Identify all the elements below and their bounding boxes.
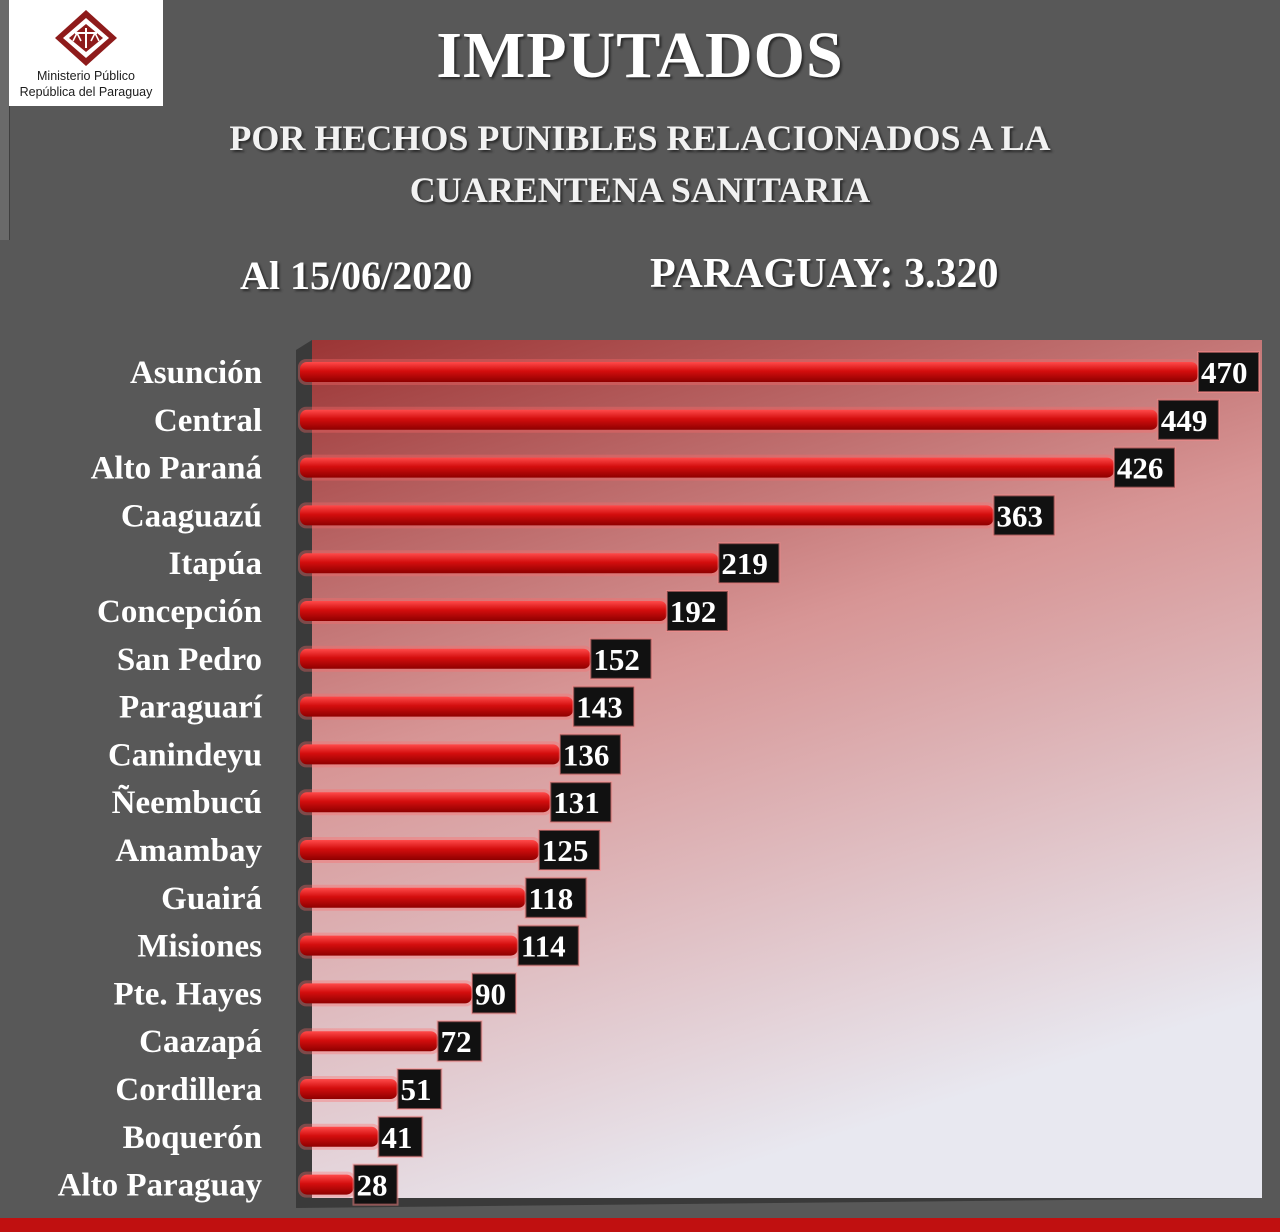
category-label: Canindeyu xyxy=(108,737,262,773)
logo-line-1: Ministerio Público xyxy=(37,69,135,83)
bar xyxy=(300,362,1198,382)
bottom-accent-strip xyxy=(0,1218,1280,1232)
value-label: 118 xyxy=(528,881,573,916)
category-label: Central xyxy=(154,403,262,439)
bar xyxy=(300,1126,379,1147)
scales-emblem-icon xyxy=(55,10,117,66)
value-label: 41 xyxy=(381,1120,412,1155)
category-label: San Pedro xyxy=(117,642,262,678)
value-label: 152 xyxy=(593,642,640,677)
bar-chart: Asunción 470 Central 449 Alto Paraná 426 Caagu… xyxy=(58,340,1262,1208)
value-box xyxy=(665,590,729,632)
bar xyxy=(300,648,591,669)
date-label: Al 15/06/2020 xyxy=(240,253,473,298)
value-box xyxy=(524,876,588,919)
value-box xyxy=(516,924,580,967)
page-subtitle: POR HECHOS PUNIBLES RELACIONADOS A LA CU… xyxy=(0,112,1280,216)
value-box xyxy=(352,1163,399,1206)
ministerio-publico-logo: Ministerio Público República del Paragua… xyxy=(9,0,163,106)
value-label: 28 xyxy=(356,1168,387,1203)
bar xyxy=(300,983,472,1004)
value-label: 363 xyxy=(997,498,1044,533)
value-label: 131 xyxy=(553,785,600,820)
value-label: 449 xyxy=(1161,403,1208,438)
category-label: Pte. Hayes xyxy=(114,976,263,1012)
bar xyxy=(300,601,667,621)
value-label: 426 xyxy=(1117,451,1164,486)
bar xyxy=(300,744,560,765)
bar xyxy=(300,935,518,956)
value-box xyxy=(589,637,653,680)
bar xyxy=(300,792,551,813)
page-title: IMPUTADOS xyxy=(436,19,844,92)
bar xyxy=(300,505,994,526)
bar xyxy=(300,1174,354,1195)
bar xyxy=(300,887,526,908)
value-box xyxy=(537,829,601,871)
bar xyxy=(300,1031,438,1052)
bar xyxy=(300,457,1114,478)
bar xyxy=(300,553,719,574)
value-box xyxy=(1156,398,1220,441)
value-box xyxy=(436,1020,483,1063)
value-label: 125 xyxy=(542,833,589,868)
value-label: 114 xyxy=(521,929,566,964)
value-box xyxy=(572,685,636,728)
bar xyxy=(300,409,1158,430)
subtitle-line-2: CUARENTENA SANITARIA xyxy=(409,170,871,210)
category-label: Caaguazú xyxy=(121,498,262,534)
value-label: 143 xyxy=(576,690,623,725)
category-label: Alto Paraguay xyxy=(58,1168,263,1204)
category-label: Amambay xyxy=(115,833,262,869)
category-label: Caazapá xyxy=(139,1024,262,1060)
logo-line-2: República del Paraguay xyxy=(19,85,153,99)
category-label: Misiones xyxy=(137,929,262,965)
country-total: PARAGUAY: 3.320 xyxy=(650,251,999,297)
value-label: 51 xyxy=(400,1072,431,1107)
category-label: Guairá xyxy=(161,881,262,917)
bar xyxy=(300,1079,398,1099)
value-label: 192 xyxy=(670,594,717,629)
category-label: Ñeembucú xyxy=(112,784,262,821)
category-label: Paraguarí xyxy=(119,690,263,726)
value-box xyxy=(1112,446,1176,489)
value-box xyxy=(396,1068,443,1110)
value-box xyxy=(558,733,622,776)
value-box xyxy=(717,542,781,585)
subtitle-line-1: POR HECHOS PUNIBLES RELACIONADOS A LA xyxy=(229,118,1051,158)
category-label: Itapúa xyxy=(168,546,262,582)
bar xyxy=(300,696,574,717)
value-label: 136 xyxy=(563,737,610,772)
category-label: Alto Paraná xyxy=(91,451,262,487)
category-label: Cordillera xyxy=(115,1072,262,1108)
value-box xyxy=(377,1115,424,1158)
bar xyxy=(300,840,539,860)
value-box xyxy=(549,781,613,824)
category-label: Asunción xyxy=(130,355,262,391)
left-edge-strip xyxy=(0,0,10,240)
value-box xyxy=(470,972,517,1015)
value-label: 90 xyxy=(475,976,506,1011)
value-box xyxy=(1197,351,1260,393)
value-label: 72 xyxy=(441,1024,472,1059)
value-label: 470 xyxy=(1201,355,1248,390)
value-label: 219 xyxy=(721,546,768,581)
category-label: Concepción xyxy=(97,594,262,630)
value-box xyxy=(992,494,1056,537)
category-label: Boquerón xyxy=(123,1120,262,1156)
